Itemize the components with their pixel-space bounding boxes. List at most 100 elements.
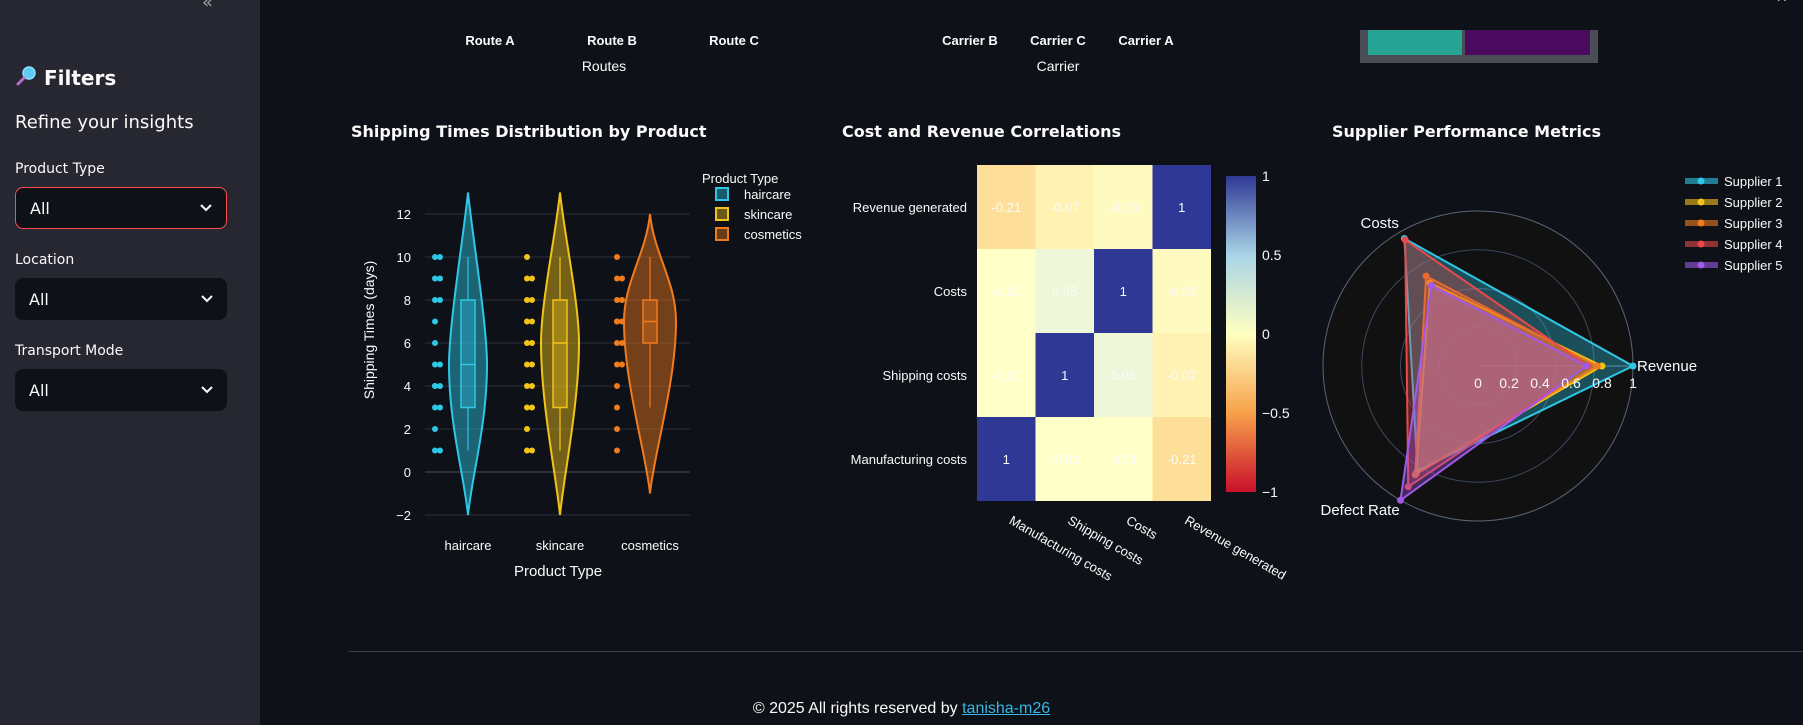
data-point[interactable] (432, 426, 438, 432)
heatmap-cell[interactable] (1152, 165, 1212, 249)
legend-label[interactable]: Supplier 3 (1724, 216, 1783, 231)
data-point[interactable] (432, 254, 438, 260)
radar-series-supplier-1[interactable] (1403, 236, 1636, 473)
data-point[interactable] (614, 361, 620, 368)
author-link[interactable]: tanisha-m26 (962, 700, 1051, 717)
heatmap-cell[interactable] (977, 249, 1036, 333)
data-point[interactable] (614, 383, 620, 389)
close-icon[interactable]: ✕ (1776, 0, 1788, 6)
heatmap-cell[interactable] (1094, 417, 1153, 501)
radar-point[interactable] (1422, 272, 1430, 280)
data-point[interactable] (437, 361, 443, 368)
data-point[interactable] (437, 404, 443, 411)
heatmap-cell[interactable] (1094, 333, 1153, 417)
data-point[interactable] (437, 275, 443, 282)
carrier-a-tick: Carrier A (1118, 33, 1174, 48)
data-point[interactable] (524, 447, 530, 454)
heatmap-cell[interactable] (977, 165, 1036, 249)
data-point[interactable] (614, 447, 620, 454)
data-point[interactable] (437, 447, 443, 454)
data-point[interactable] (529, 275, 535, 282)
data-point[interactable] (619, 361, 625, 368)
heatmap-cell[interactable] (1035, 165, 1095, 249)
legend-label[interactable]: Supplier 4 (1724, 237, 1783, 252)
radar-point[interactable] (1404, 483, 1412, 491)
data-point[interactable] (437, 297, 443, 303)
data-point[interactable] (529, 447, 535, 454)
legend-label-haircare[interactable]: haircare (744, 187, 791, 202)
data-point[interactable] (524, 318, 530, 325)
data-point[interactable] (529, 340, 535, 346)
legend-swatch-skincare[interactable] (715, 207, 729, 221)
radar-point[interactable] (1411, 471, 1419, 479)
heatmap-cell[interactable] (1035, 417, 1095, 501)
data-point[interactable] (432, 404, 438, 411)
data-point[interactable] (524, 383, 530, 389)
data-point[interactable] (529, 297, 535, 303)
data-point[interactable] (432, 275, 438, 282)
collapse-sidebar-icon[interactable]: « (202, 0, 213, 13)
data-point[interactable] (614, 275, 620, 282)
radar-point[interactable] (1629, 362, 1637, 370)
heatmap-cell[interactable] (977, 417, 1036, 501)
location-select[interactable]: All (15, 278, 227, 320)
data-point[interactable] (614, 340, 620, 346)
data-point[interactable] (614, 318, 620, 325)
data-point[interactable] (432, 447, 438, 454)
legend-swatch-haircare[interactable] (715, 187, 729, 201)
legend-label[interactable]: Supplier 2 (1724, 195, 1783, 210)
radar-point[interactable] (1583, 362, 1590, 370)
heatmap-cell[interactable] (1094, 249, 1153, 333)
data-point[interactable] (614, 426, 620, 432)
data-point[interactable] (614, 404, 620, 411)
data-point[interactable] (524, 297, 530, 303)
data-point[interactable] (432, 361, 438, 368)
data-point[interactable] (432, 340, 438, 346)
data-point[interactable] (529, 383, 535, 389)
data-point[interactable] (619, 275, 625, 282)
violin-skincare[interactable] (539, 192, 581, 516)
heatmap-cell[interactable] (1152, 417, 1212, 501)
legend-label[interactable]: Supplier 5 (1724, 258, 1783, 273)
data-point[interactable] (524, 404, 530, 411)
heatmap-cell[interactable] (1035, 333, 1095, 417)
data-point[interactable] (432, 318, 438, 325)
legend-label-cosmetics[interactable]: cosmetics (744, 227, 802, 242)
data-point[interactable] (437, 254, 443, 260)
radar-point[interactable] (1397, 496, 1404, 504)
legend-label[interactable]: Supplier 1 (1724, 174, 1783, 189)
data-point[interactable] (619, 297, 625, 303)
heatmap-cell[interactable] (1152, 333, 1212, 417)
data-point[interactable] (619, 318, 625, 325)
data-point[interactable] (614, 254, 620, 260)
legend-label-skincare[interactable]: skincare (744, 207, 792, 222)
radar-point[interactable] (1428, 281, 1435, 289)
data-point[interactable] (524, 426, 530, 432)
data-point[interactable] (437, 383, 443, 389)
violin-haircare[interactable] (447, 192, 489, 516)
data-point[interactable] (524, 340, 530, 346)
treemap-tile-purple[interactable] (1465, 30, 1590, 55)
data-point[interactable] (524, 275, 530, 282)
radar-series-supplier-5[interactable] (1399, 283, 1589, 503)
data-point[interactable] (529, 404, 535, 411)
treemap-tile-teal[interactable] (1368, 30, 1462, 55)
transport-mode-select[interactable]: All (15, 369, 227, 411)
radar-point[interactable] (1401, 236, 1409, 244)
product-type-select[interactable]: All (15, 187, 227, 229)
data-point[interactable] (529, 318, 535, 325)
heatmap-cell[interactable] (1152, 249, 1212, 333)
data-point[interactable] (614, 297, 620, 303)
heatmap-cell[interactable] (1094, 165, 1153, 249)
data-point[interactable] (619, 340, 625, 346)
legend-swatch-cosmetics[interactable] (715, 227, 729, 241)
heatmap-cell[interactable] (977, 333, 1036, 417)
data-point[interactable] (432, 297, 438, 303)
radar-series-supplier-4[interactable] (1404, 237, 1590, 489)
heatmap-cell[interactable] (1035, 249, 1095, 333)
data-point[interactable] (432, 383, 438, 389)
data-point[interactable] (529, 361, 535, 368)
radar-point[interactable] (1593, 362, 1601, 370)
data-point[interactable] (524, 254, 530, 260)
data-point[interactable] (524, 361, 530, 368)
